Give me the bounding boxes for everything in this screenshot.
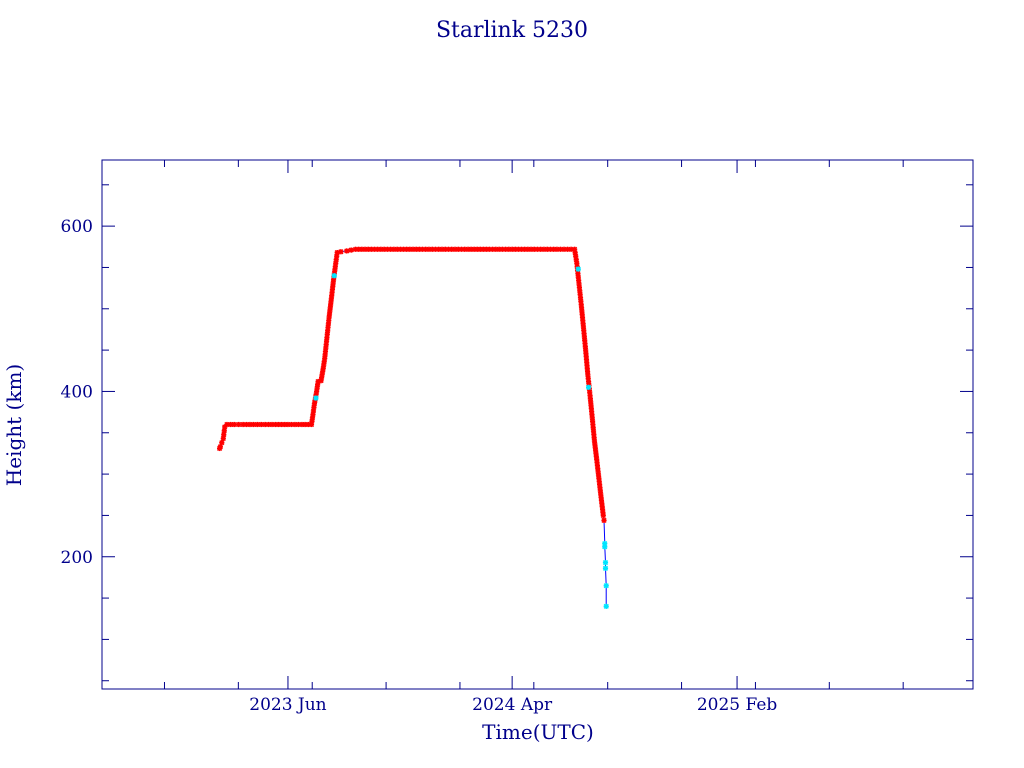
mark-stroke [333,260,339,266]
mark-stroke [221,428,227,434]
x-axis-label: Time(UTC) [482,720,594,744]
mark-stroke [322,352,328,358]
mark-stroke [310,412,316,418]
mark-stroke [310,408,317,414]
mark-stroke [586,384,592,390]
mark-stroke [326,317,332,324]
mark-stroke [344,248,350,254]
data-point [348,247,354,253]
mark-stroke [308,421,315,428]
mark-stroke [309,418,315,424]
mark-stroke [314,388,320,395]
x-tick-label: 2023 Jun [249,695,326,715]
y-tick-label: 400 [61,382,93,402]
connector-line [219,248,607,607]
data-point-alt [313,395,319,401]
mark-stroke [314,385,320,391]
mark-stroke [315,382,321,388]
mark-stroke [348,247,354,253]
mark-stroke [575,266,581,272]
data-point [338,249,344,255]
data-point [236,421,242,428]
data-point-alt [575,266,581,272]
y-tick-label: 200 [61,548,93,568]
mark-stroke [324,331,330,337]
mark-stroke [320,365,326,371]
series-main [217,246,607,523]
mark-stroke [600,512,606,518]
mark-stroke [602,559,609,566]
data-point-alt [331,273,337,279]
mark-stroke [331,273,337,279]
mark-stroke [323,338,330,344]
mark-stroke [322,348,329,355]
mark-stroke [323,342,329,348]
mark-stroke [325,328,331,334]
data-point-alt [602,565,609,571]
data-point [329,289,335,296]
mark-stroke [325,321,331,327]
mark-stroke [602,544,608,550]
mark-stroke [258,421,264,428]
mark-stroke [603,603,609,609]
mark-stroke [220,435,226,442]
mark-stroke [311,404,317,410]
mark-stroke [321,359,327,365]
mark-stroke [322,355,328,361]
y-axis-label: Height (km) [2,364,26,486]
mark-stroke [324,335,330,341]
mark-stroke [254,421,260,428]
data-point-alt [603,583,609,589]
data-point [231,421,237,428]
mark-stroke [231,421,237,428]
axis-ticks: 200 400 600 2023 Jun 2024 Apr 2025 Feb [61,160,973,715]
x-tick-label: 2024 Apr [472,695,553,715]
mark-stroke [334,253,340,259]
mark-stroke [603,583,609,589]
data-point-alt [602,544,608,550]
data-point [344,248,350,254]
chart-title: Starlink 5230 [436,18,588,43]
data-point-alt [603,603,609,609]
mark-stroke [219,440,225,446]
mark-stroke [602,565,609,571]
data-point-alt [585,384,592,390]
mark-stroke [333,257,339,263]
mark-stroke [323,345,329,351]
mark-stroke [321,362,327,368]
mark-stroke [236,421,242,428]
plot-frame [101,159,974,690]
mark-stroke [601,517,607,523]
y-tick-label: 600 [61,217,93,237]
mark-stroke [325,324,331,330]
mark-stroke [217,444,223,450]
series-alt [313,266,609,609]
mark-stroke [250,421,256,428]
data-point [601,517,607,523]
x-tick-label: 2025 Feb [697,695,778,715]
mark-stroke [313,395,319,401]
data-point [600,512,606,519]
mark-stroke [221,432,227,438]
series-connector [219,248,607,607]
mark-stroke [309,415,316,421]
mark-stroke [338,249,344,255]
data-point-alt [602,559,609,566]
